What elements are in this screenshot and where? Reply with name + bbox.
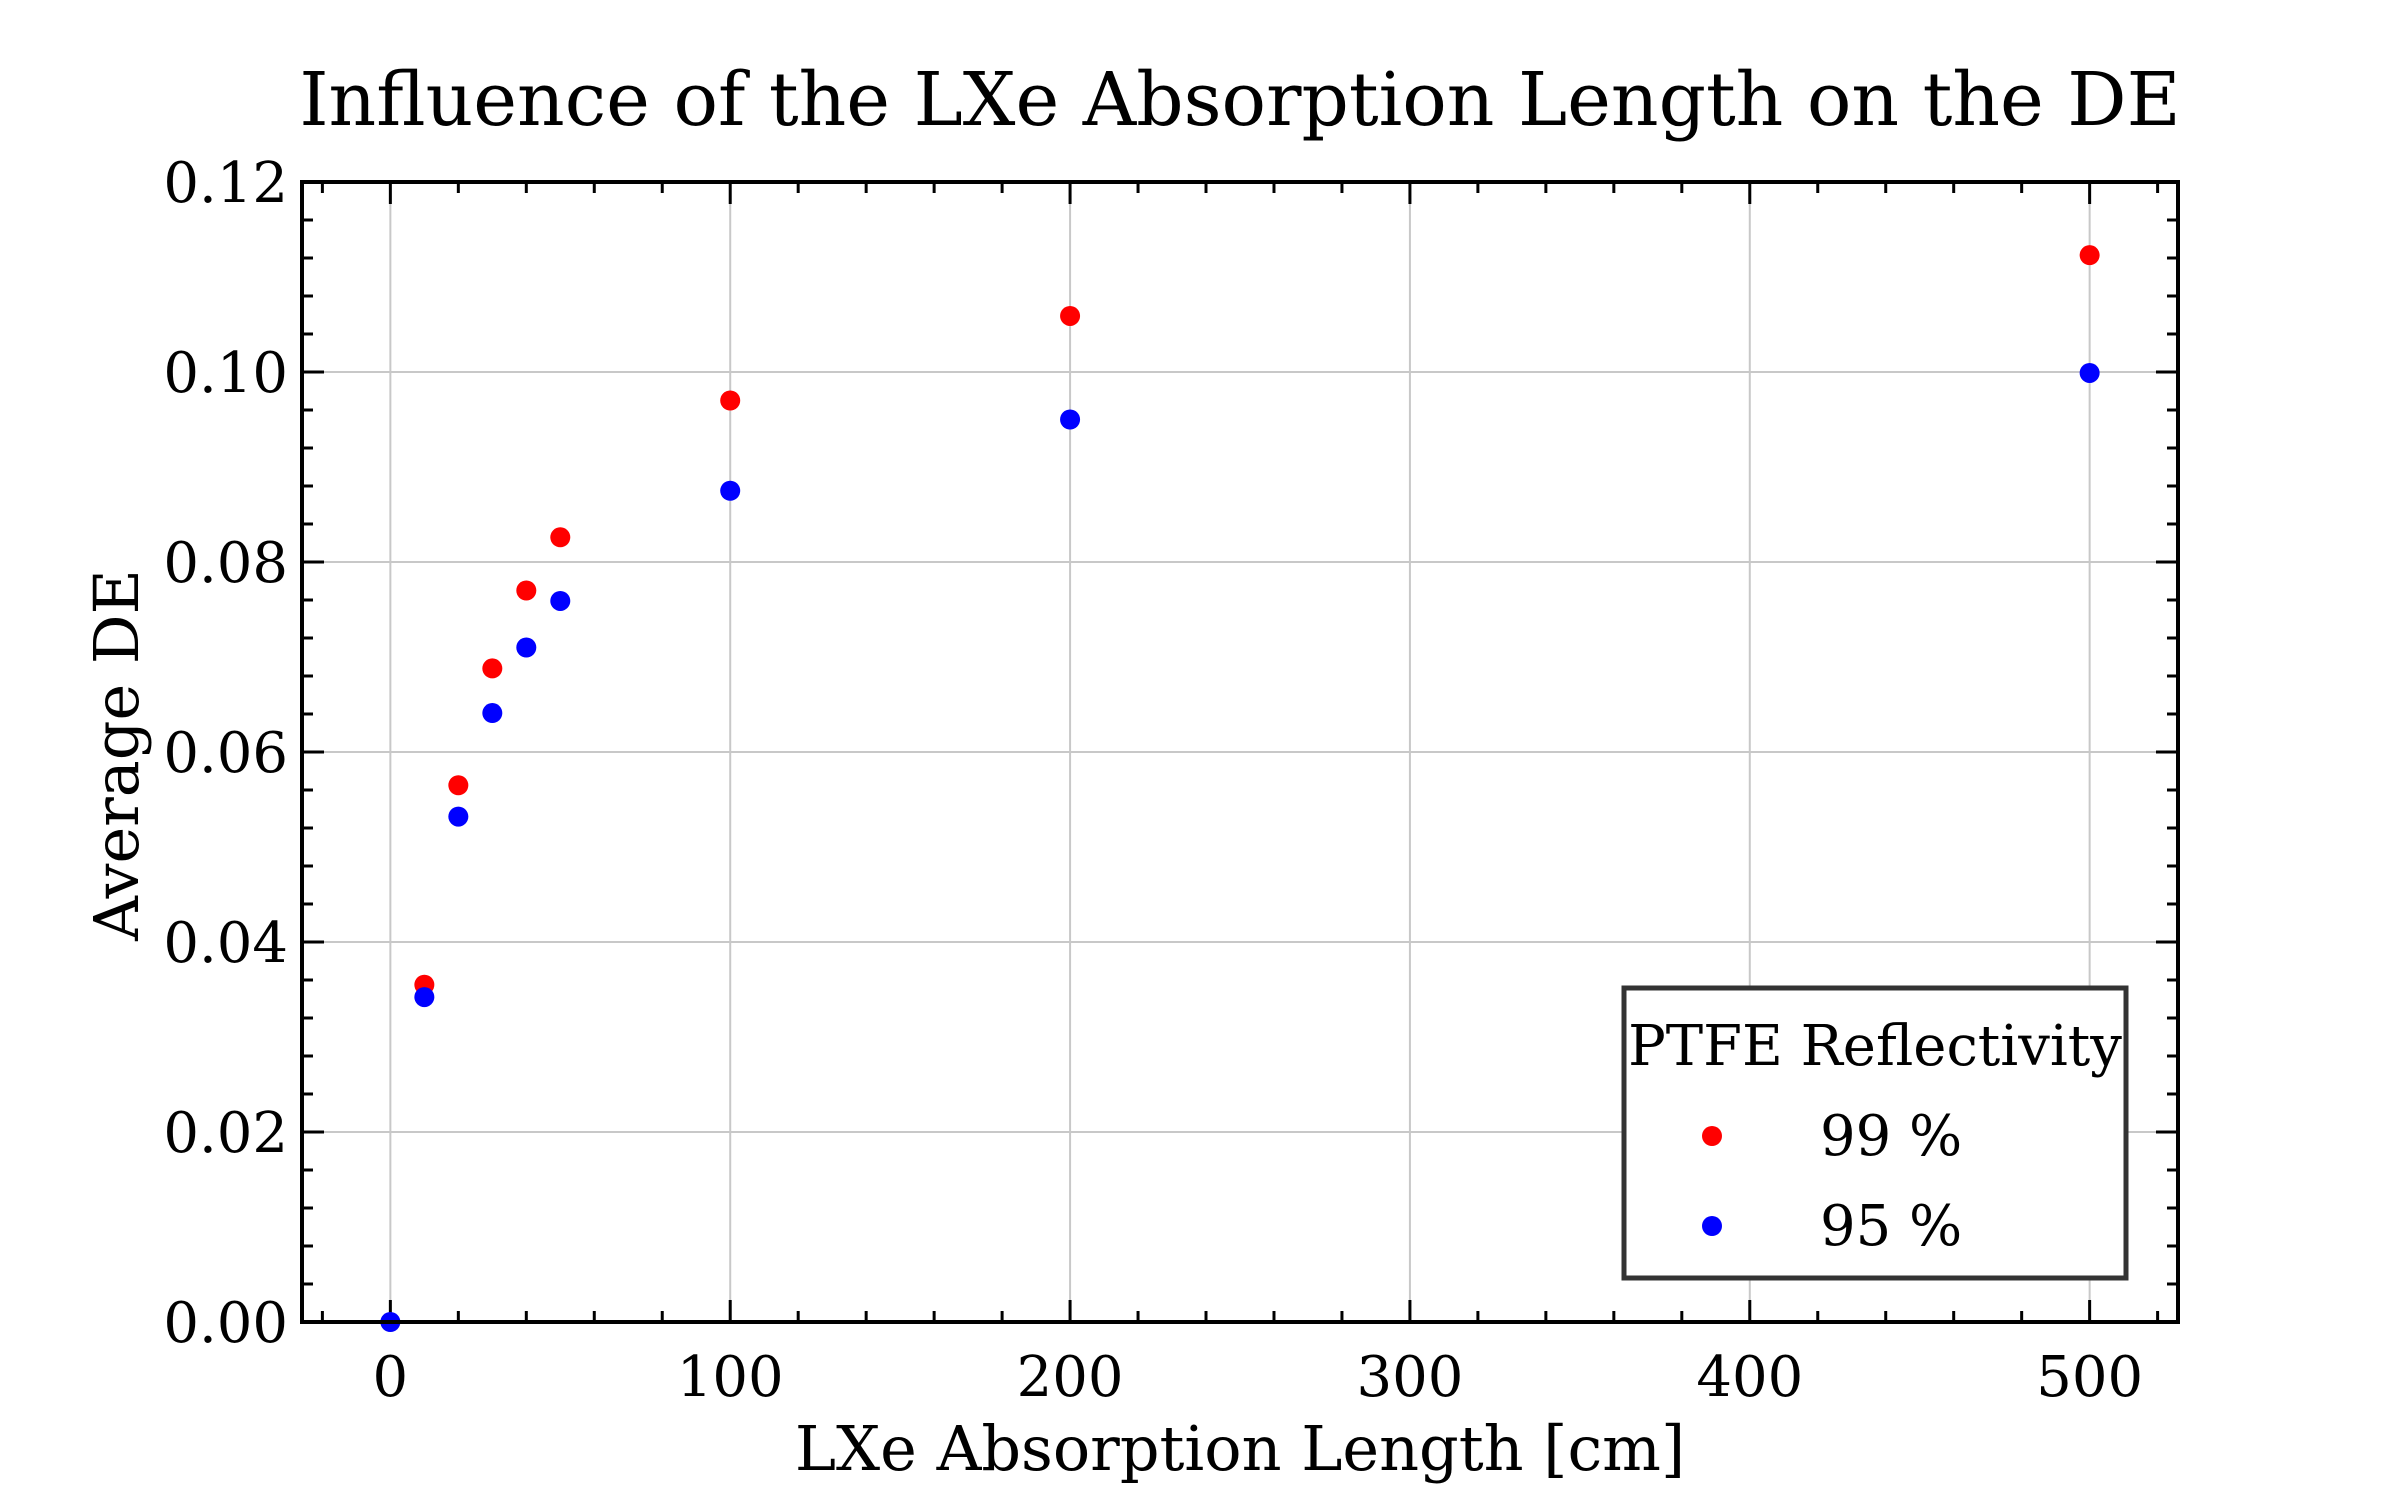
point-95 <box>414 987 435 1008</box>
x-axis-label: LXe Absorption Length [cm] <box>795 1412 1685 1485</box>
tick-labels: 0 100 200 300 400 500 0.00 0.02 0.04 0.06 0.08 0.10… <box>163 151 2143 1410</box>
chart-title: Influence of the LXe Absorption Length o… <box>299 57 2180 143</box>
x-tick-label: 100 <box>677 1345 784 1410</box>
y-tick-label: 0.04 <box>163 911 288 976</box>
y-tick-label: 0.10 <box>163 341 288 406</box>
point-95 <box>482 703 503 724</box>
point-99 <box>448 775 469 796</box>
plot-frame <box>300 180 2180 1324</box>
x-tick-label: 300 <box>1356 1345 1463 1410</box>
legend: PTFE Reflectivity 99 % 95 % <box>1621 985 2129 1281</box>
x-tick-label: 0 <box>373 1345 409 1410</box>
point-99 <box>1060 305 1081 326</box>
point-95 <box>448 806 469 827</box>
y-tick-label: 0.02 <box>163 1101 288 1166</box>
legend-marker-99 <box>1702 1126 1722 1146</box>
point-95 <box>516 637 537 658</box>
point-99 <box>550 527 571 548</box>
legend-label-99: 99 % <box>1820 1104 1962 1169</box>
x-tick-label: 400 <box>1696 1345 1803 1410</box>
point-99 <box>720 390 741 411</box>
point-95 <box>720 480 741 501</box>
y-axis-label: Average DE <box>80 569 153 942</box>
y-tick-label: 0.08 <box>163 531 288 596</box>
legend-marker-95 <box>1702 1216 1722 1236</box>
point-95 <box>2079 362 2100 383</box>
point-99 <box>482 658 503 679</box>
point-95 <box>550 590 571 611</box>
point-99 <box>516 580 537 601</box>
point-95 <box>1060 409 1081 430</box>
x-tick-label: 500 <box>2036 1345 2143 1410</box>
y-tick-label: 0.12 <box>163 151 288 216</box>
y-tick-label: 0.00 <box>163 1291 288 1356</box>
legend-label-95: 95 % <box>1820 1194 1962 1259</box>
x-tick-label: 200 <box>1017 1345 1124 1410</box>
point-99 <box>2079 245 2100 266</box>
legend-title: PTFE Reflectivity <box>1628 1014 2122 1079</box>
data-points <box>380 245 2100 1332</box>
y-tick-label: 0.06 <box>163 721 288 786</box>
